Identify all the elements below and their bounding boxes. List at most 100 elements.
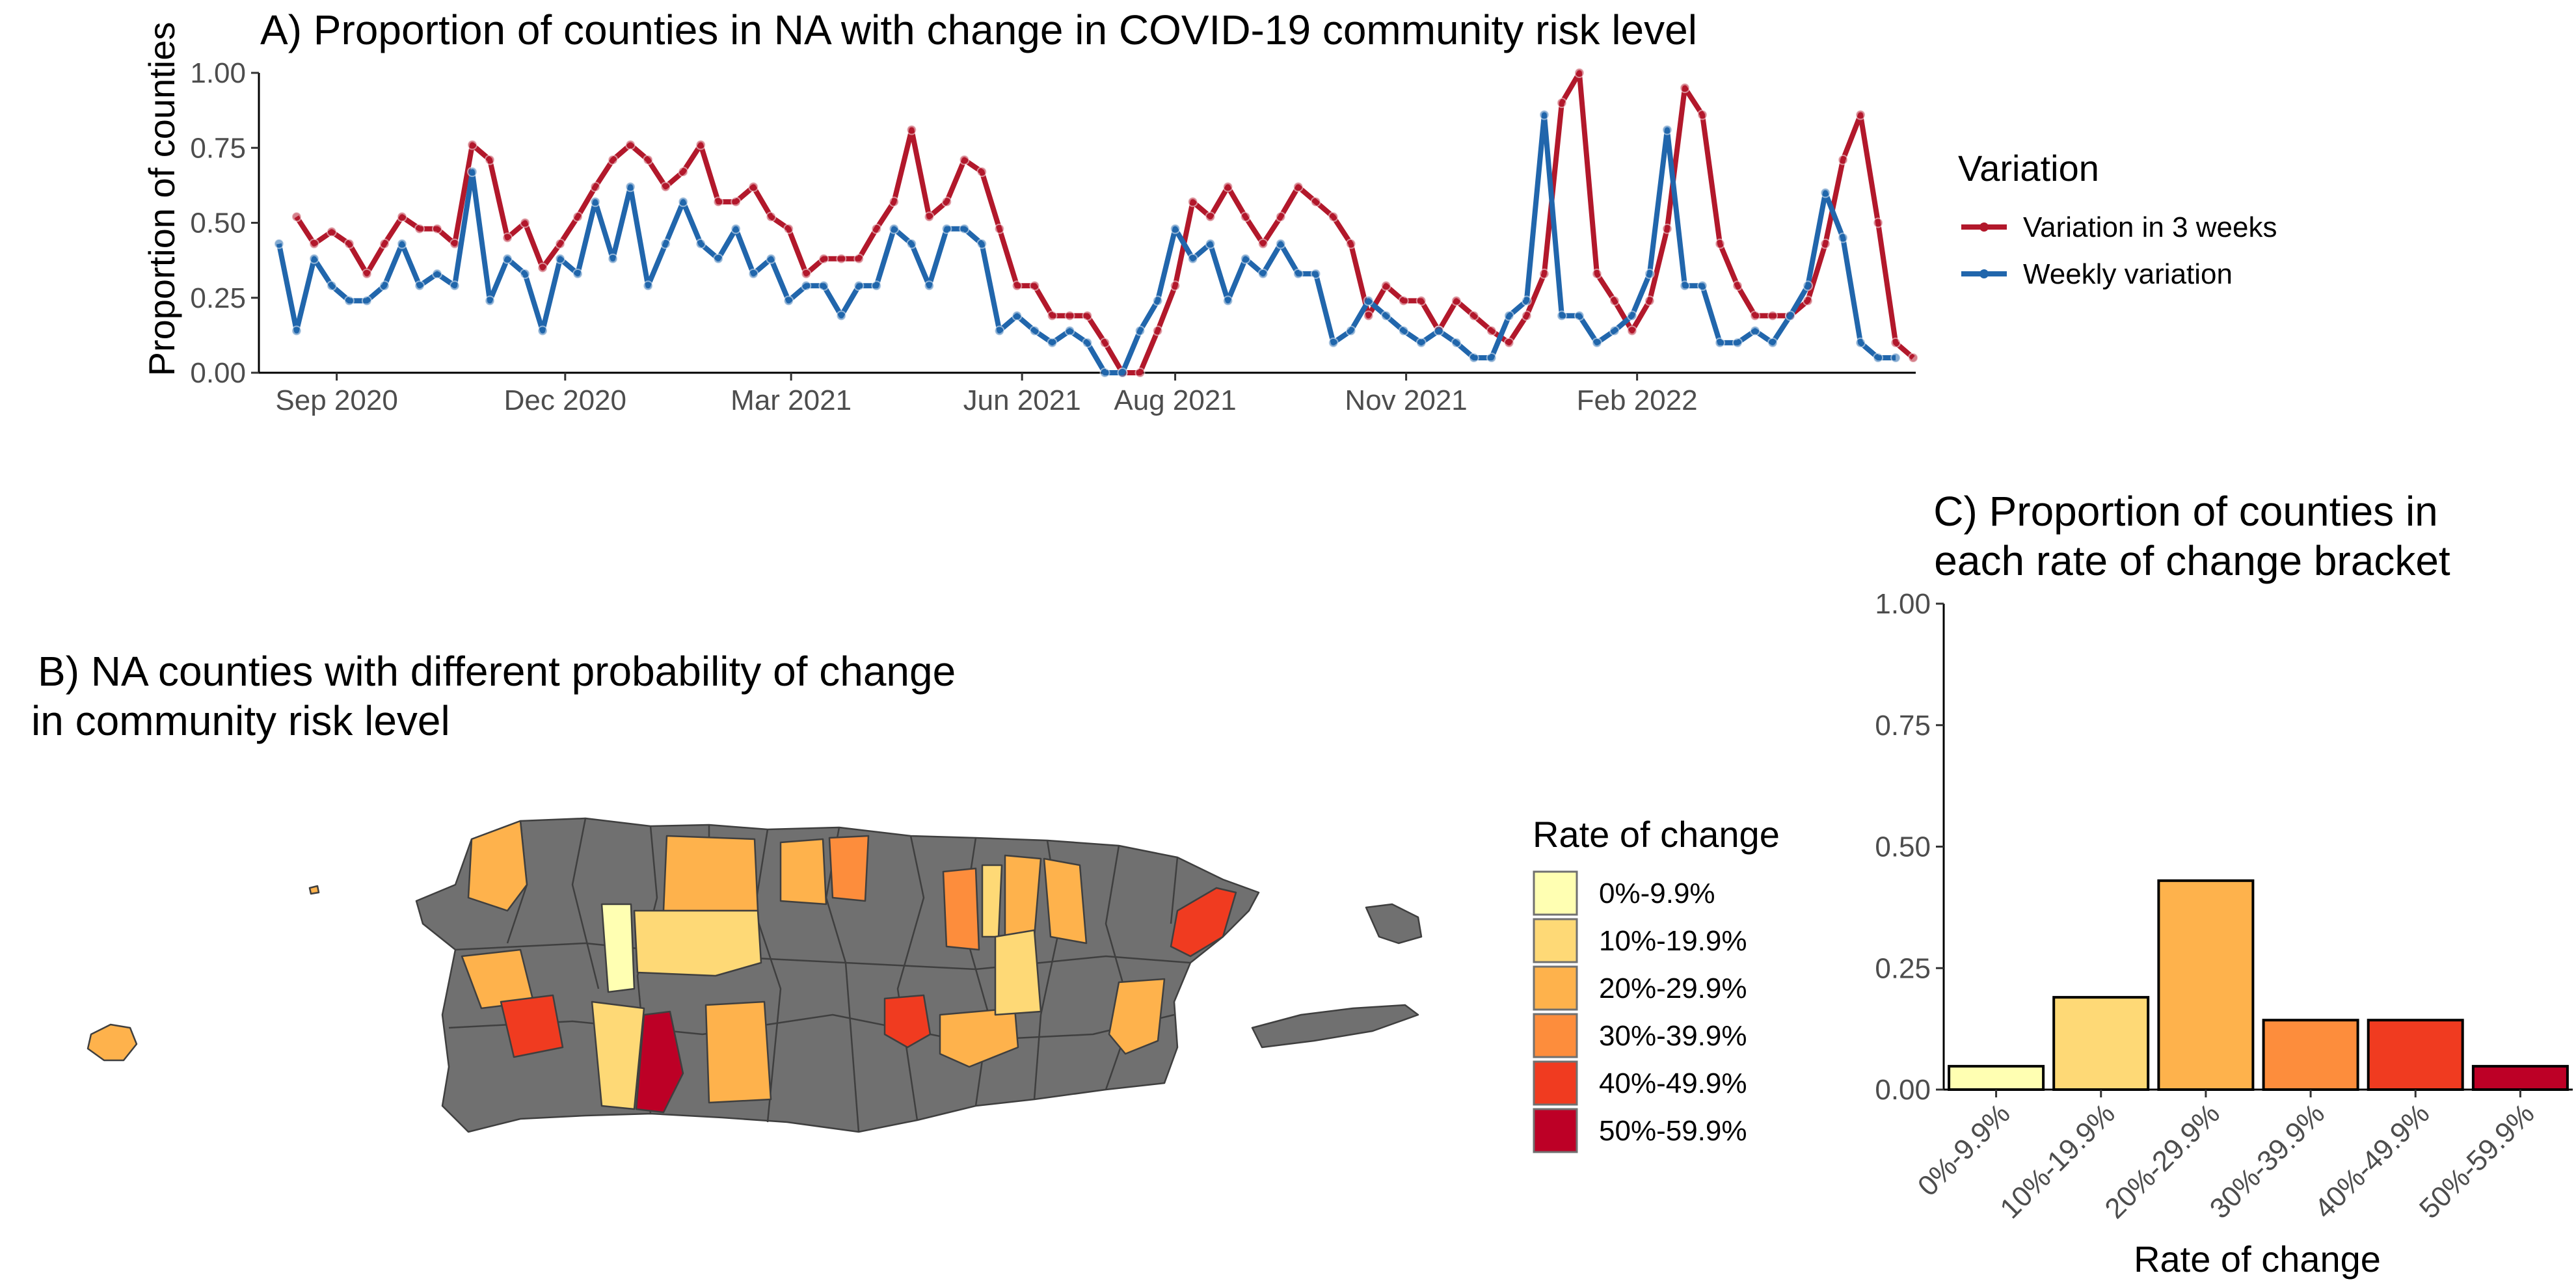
- data-point: [1591, 337, 1602, 348]
- data-point: [959, 223, 970, 234]
- data-point: [308, 238, 319, 249]
- data-point: [766, 211, 777, 222]
- x-tick-label: 0%-9.9%: [1912, 1097, 2017, 1202]
- map-legend-label: 0%-9.9%: [1599, 878, 1715, 909]
- data-point: [1047, 310, 1058, 321]
- panel-b-legend-items: 0%-9.9% 10%-19.9% 20%-29.9% 30%-39.9% 40%-49…: [1533, 870, 1747, 1153]
- data-point: [625, 181, 636, 193]
- data-point: [1012, 280, 1023, 291]
- data-point: [1644, 295, 1655, 306]
- data-point: [555, 253, 566, 264]
- data-point: [1345, 238, 1356, 249]
- panel-c-title-line-2: each rate of change bracket: [1934, 537, 2450, 584]
- county-10-19-9: [994, 929, 1042, 1016]
- data-point: [1134, 368, 1146, 378]
- data-point: [871, 223, 882, 234]
- data-point: [326, 226, 337, 237]
- data-point: [1803, 280, 1814, 291]
- data-point: [678, 167, 689, 178]
- panel-c-x-axis: 0%-9.9%10%-19.9%20%-29.9%30%-39.9%40%-49…: [1912, 1088, 2573, 1225]
- y-tick-label: 0.75: [190, 132, 246, 164]
- culebra-island: [1365, 903, 1423, 945]
- panel-c-bars: [1948, 879, 2569, 1092]
- panel-b-legend: Rate of change 0%-9.9% 10%-19.9% 20%-29.9%…: [1533, 814, 1780, 1153]
- desecheo-island: [308, 885, 320, 895]
- data-point: [748, 268, 759, 279]
- data-point: [537, 325, 548, 336]
- data-point: [1082, 310, 1093, 321]
- data-point: [783, 295, 794, 306]
- mona-island: [87, 1023, 138, 1062]
- data-point: [1767, 337, 1778, 348]
- data-point: [520, 217, 531, 228]
- bar: [2052, 996, 2150, 1091]
- data-point: [1257, 268, 1268, 279]
- y-tick-label: 0.50: [190, 208, 246, 239]
- data-point: [1855, 337, 1866, 348]
- map-legend-swatch: [1533, 1108, 1578, 1153]
- data-point: [590, 196, 601, 208]
- data-point: [801, 280, 812, 291]
- data-point: [1029, 280, 1040, 291]
- legend-item-variation-3-weeks: Variation in 3 weeks: [1961, 211, 2277, 243]
- data-point: [660, 238, 671, 249]
- y-tick-label: 0.25: [190, 282, 246, 314]
- data-point: [1205, 238, 1216, 249]
- data-point: [397, 211, 407, 222]
- data-point: [906, 124, 917, 135]
- data-point: [1328, 337, 1339, 348]
- data-point: [1363, 310, 1374, 321]
- panel-c-y-axis: 0.00 0.25 0.50 0.75 1.00: [1875, 588, 1945, 1106]
- data-point: [1644, 268, 1655, 279]
- county-20-29-9: [662, 835, 759, 912]
- legend-key-point: [1979, 269, 1989, 278]
- map-legend-label: 10%-19.9%: [1599, 925, 1747, 957]
- data-point: [1468, 310, 1479, 321]
- data-point: [1767, 310, 1778, 321]
- data-point: [467, 167, 477, 178]
- data-point: [1170, 223, 1181, 234]
- x-tick-label: Jun 2021: [963, 384, 1081, 416]
- data-point: [976, 167, 987, 178]
- data-point: [1451, 337, 1462, 348]
- data-point: [994, 325, 1005, 336]
- data-point: [695, 238, 706, 249]
- bar: [2262, 1019, 2359, 1091]
- data-point: [326, 280, 337, 291]
- data-point: [1099, 337, 1110, 348]
- data-point: [1697, 280, 1708, 291]
- map-legend-item: 40%-49.9%: [1533, 1060, 1747, 1106]
- data-point: [1715, 337, 1725, 348]
- county-0-9-9: [600, 903, 636, 993]
- series-line: [276, 112, 1896, 375]
- data-point: [941, 196, 952, 208]
- data-point: [1873, 217, 1884, 228]
- data-point: [1556, 98, 1567, 109]
- data-point: [1574, 68, 1585, 78]
- data-point: [1398, 325, 1409, 336]
- county-20-29-9: [467, 820, 528, 912]
- data-point: [731, 223, 742, 234]
- data-point: [1134, 325, 1146, 336]
- data-point: [1064, 325, 1075, 336]
- data-point: [590, 181, 601, 193]
- data-point: [1680, 280, 1690, 291]
- county-20-29-9: [779, 838, 827, 906]
- data-point: [1890, 353, 1901, 363]
- map-legend-label: 30%-39.9%: [1599, 1020, 1747, 1052]
- data-point: [537, 262, 548, 273]
- data-point: [871, 280, 882, 291]
- data-point: [1380, 310, 1391, 321]
- bar: [2157, 879, 2255, 1092]
- data-point: [1433, 325, 1444, 336]
- map-legend-label: 50%-59.9%: [1599, 1115, 1747, 1147]
- x-tick-label: Dec 2020: [504, 384, 626, 416]
- legend-key-point: [1979, 222, 1989, 232]
- data-point: [1170, 280, 1181, 291]
- data-point: [766, 253, 777, 264]
- data-point: [1222, 295, 1233, 306]
- data-point: [713, 196, 724, 208]
- data-point: [1082, 337, 1093, 348]
- data-point: [1293, 181, 1304, 193]
- y-tick-label: 0.00: [1875, 1074, 1931, 1106]
